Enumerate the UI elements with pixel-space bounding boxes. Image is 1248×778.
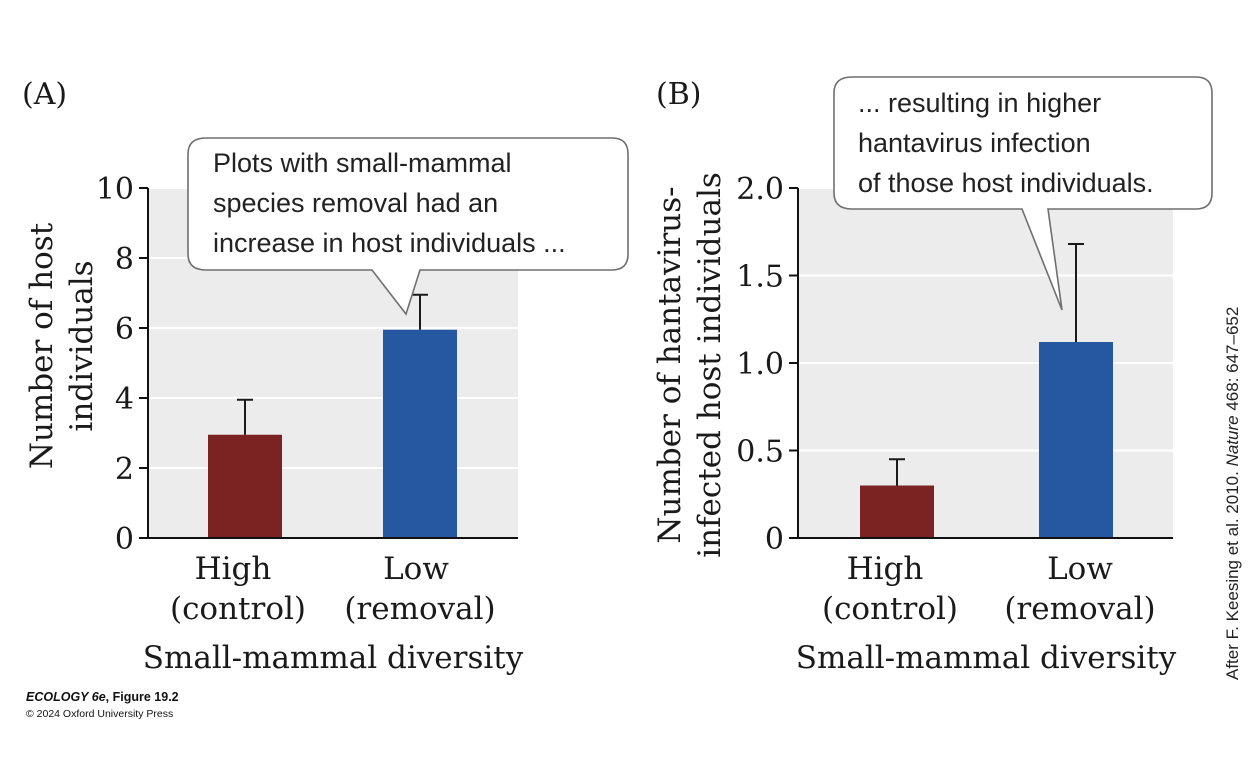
panel-a-cat-sublabel-high: (control) bbox=[170, 591, 306, 627]
panel-a-bars bbox=[208, 293, 457, 538]
panel-a-bar-low bbox=[383, 329, 457, 538]
source-citation: After F. Keesing et al. 2010. Nature 468… bbox=[1223, 307, 1243, 680]
panel-b-y-tick-label: 0.5 bbox=[736, 435, 784, 470]
panel-a-callout-line2: species removal had an bbox=[213, 188, 498, 218]
panel-b: (B) 0 0.5 1.0 1.5 2.0 High (control) Low (re… bbox=[652, 76, 1213, 676]
panel-a-y-tick-label: 4 bbox=[115, 382, 134, 417]
panel-a-y-ticks: 0 2 4 6 8 10 bbox=[96, 172, 148, 557]
panel-b-cat-label-low: Low bbox=[1047, 551, 1113, 587]
panel-b-cat-sublabel-high: (control) bbox=[822, 591, 958, 627]
panel-b-y-axis-title-line1: Number of hantavirus- bbox=[652, 186, 688, 543]
panel-b-cat-label-high: High bbox=[847, 551, 924, 587]
panel-a-y-tick-label: 8 bbox=[115, 242, 134, 277]
panel-b-y-tick-label: 1.0 bbox=[736, 347, 784, 382]
panel-a-label: (A) bbox=[22, 77, 67, 112]
panel-b-callout-line3: of those host individuals. bbox=[858, 168, 1154, 198]
panel-b-y-tick-label: 2.0 bbox=[736, 172, 784, 207]
panel-a-cat-label-low: Low bbox=[383, 551, 449, 587]
panel-a: (A) 0 2 4 6 8 10 High (control) Low (removal)… bbox=[22, 77, 629, 676]
panel-b-bar-low bbox=[1039, 342, 1113, 538]
panel-b-bar-high bbox=[860, 485, 934, 538]
panel-a-y-tick-label: 2 bbox=[115, 452, 134, 487]
panel-b-y-tick-label: 0 bbox=[765, 522, 784, 557]
panel-a-y-tick-label: 0 bbox=[115, 522, 134, 557]
panel-b-y-tick-label: 1.5 bbox=[736, 260, 784, 295]
panel-a-callout: Plots with small-mammal species removal … bbox=[187, 137, 629, 316]
book-title: ECOLOGY 6e bbox=[26, 690, 106, 704]
panel-b-callout-line2: hantavirus infection bbox=[858, 128, 1091, 158]
panel-b-cat-sublabel-low: (removal) bbox=[1004, 591, 1155, 627]
panel-b-y-axis-title: Number of hantavirus- infected host indi… bbox=[652, 172, 728, 558]
panel-a-callout-bubble bbox=[187, 137, 629, 316]
panel-b-callout-line1: ... resulting in higher bbox=[858, 88, 1101, 118]
panel-b-bars bbox=[860, 243, 1113, 538]
panel-b-callout-bubble bbox=[833, 76, 1213, 311]
panel-a-y-axis-title: Number of host individuals bbox=[24, 222, 100, 469]
panel-a-y-tick-label: 6 bbox=[115, 312, 134, 347]
panel-a-callout-line1: Plots with small-mammal bbox=[213, 148, 512, 178]
source-volume-pages: 468: 647–652 bbox=[1223, 306, 1242, 416]
panel-a-cat-label-high: High bbox=[195, 551, 272, 587]
panel-a-x-axis-title: Small-mammal diversity bbox=[143, 640, 524, 676]
source-authors: After F. Keesing et al. 2010. bbox=[1223, 466, 1242, 680]
panel-a-cat-sublabel-low: (removal) bbox=[344, 591, 495, 627]
panel-b-callout: ... resulting in higher hantavirus infec… bbox=[833, 76, 1213, 311]
panel-a-y-tick-label: 10 bbox=[96, 172, 134, 207]
panel-a-y-axis-title-line2: individuals bbox=[64, 260, 100, 431]
panel-a-callout-line3: increase in host individuals ... bbox=[213, 228, 566, 258]
figure-credit-title: ECOLOGY 6e, Figure 19.2 bbox=[26, 690, 179, 704]
panel-b-label: (B) bbox=[656, 77, 701, 112]
source-journal: Nature bbox=[1223, 415, 1242, 467]
panel-b-y-axis-title-line2: infected host individuals bbox=[692, 172, 728, 558]
panel-b-x-axis-title: Small-mammal diversity bbox=[796, 640, 1177, 676]
panel-b-y-ticks: 0 0.5 1.0 1.5 2.0 bbox=[736, 172, 798, 557]
panel-a-bar-high bbox=[208, 434, 282, 538]
panel-a-y-axis-title-line1: Number of host bbox=[24, 222, 60, 469]
copyright-notice: © 2024 Oxford University Press bbox=[26, 708, 174, 720]
figure-number: , Figure 19.2 bbox=[105, 690, 179, 704]
